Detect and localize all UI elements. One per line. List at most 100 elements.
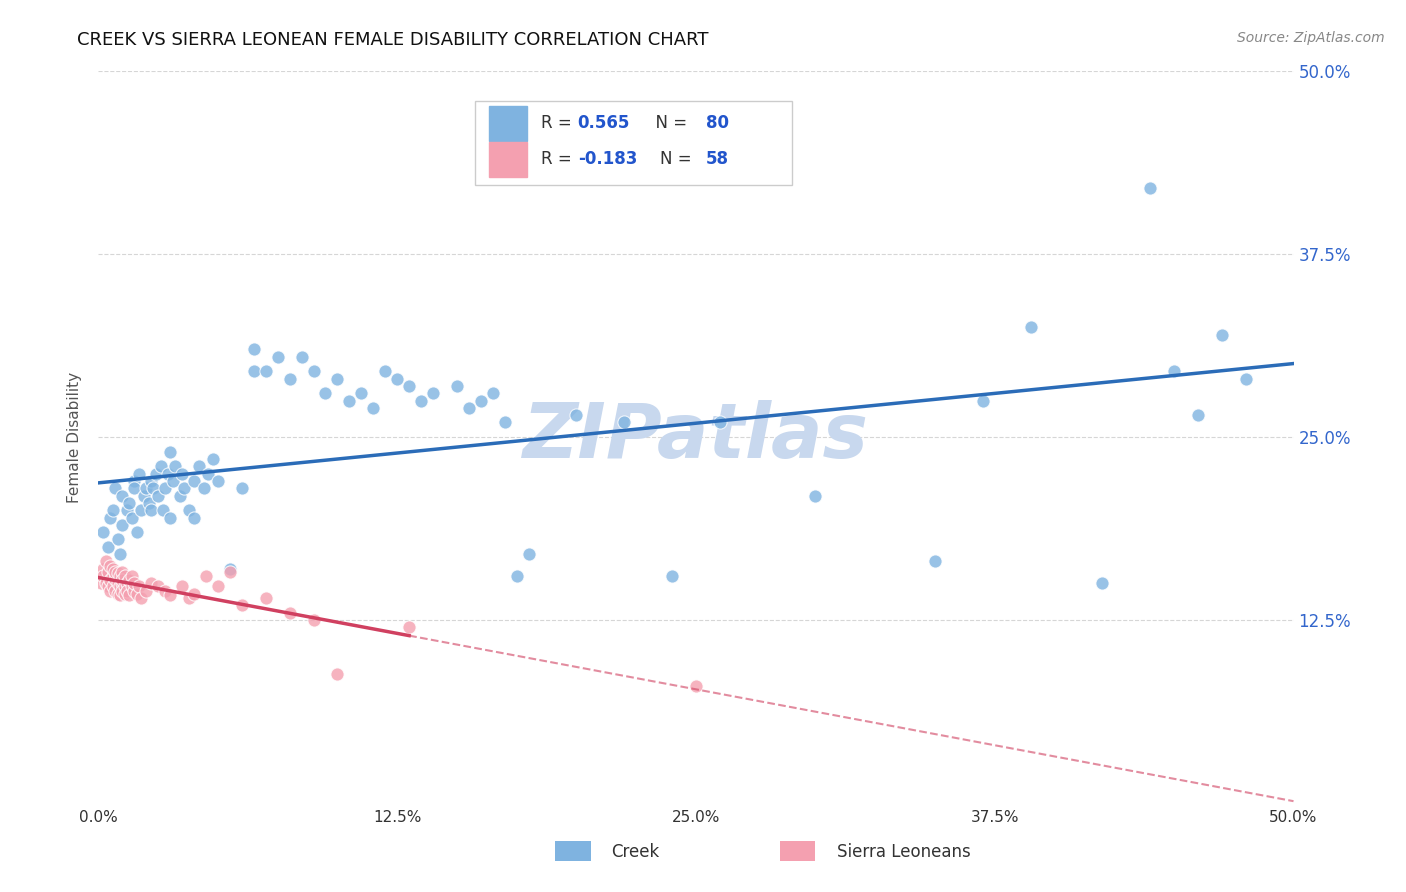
Point [145, 467, 167, 481]
Point [148, 489, 170, 503]
Point [1234, 371, 1257, 385]
Point [118, 574, 141, 588]
Point [661, 569, 683, 583]
Point [97, 565, 120, 579]
Point [121, 569, 143, 583]
Point [108, 547, 131, 561]
Point [278, 606, 301, 620]
Point [243, 364, 266, 378]
Point [422, 386, 444, 401]
Point [470, 393, 492, 408]
Point [326, 667, 349, 681]
Point [374, 364, 396, 378]
Point [179, 503, 201, 517]
Point [108, 569, 131, 583]
Point [267, 350, 290, 364]
Text: ZIPatlas: ZIPatlas [523, 401, 869, 474]
Point [613, 416, 636, 430]
Point [114, 579, 136, 593]
Point [104, 565, 127, 579]
Point [458, 401, 481, 415]
Point [924, 554, 946, 568]
Point [108, 588, 131, 602]
Point [172, 467, 194, 481]
Text: N =: N = [661, 150, 697, 168]
Point [121, 510, 143, 524]
Point [385, 371, 409, 385]
Point [139, 474, 162, 488]
Point [90, 576, 112, 591]
Point [207, 474, 229, 488]
Point [494, 416, 516, 430]
Point [101, 569, 124, 583]
Text: R =: R = [541, 113, 576, 131]
Point [135, 583, 157, 598]
Point [254, 591, 277, 605]
Point [97, 540, 120, 554]
Point [104, 481, 127, 495]
Point [138, 496, 160, 510]
Text: CREEK VS SIERRA LEONEAN FEMALE DISABILITY CORRELATION CHART: CREEK VS SIERRA LEONEAN FEMALE DISABILIT… [77, 31, 709, 49]
Point [173, 481, 195, 495]
Point [148, 579, 170, 593]
Text: 58: 58 [706, 150, 728, 168]
Point [159, 510, 181, 524]
Point [411, 393, 433, 408]
Point [326, 371, 349, 385]
Point [291, 350, 314, 364]
Point [1211, 327, 1233, 342]
Point [101, 579, 124, 593]
Point [107, 586, 129, 600]
Point [149, 459, 172, 474]
Text: Source: ZipAtlas.com: Source: ZipAtlas.com [1237, 31, 1385, 45]
Point [124, 474, 146, 488]
Point [111, 574, 134, 588]
Point [183, 474, 205, 488]
Point [98, 583, 122, 598]
Point [124, 576, 146, 591]
Point [315, 386, 337, 401]
Point [1091, 576, 1114, 591]
Point [107, 566, 129, 581]
Point [1163, 364, 1185, 378]
Point [398, 620, 420, 634]
Point [135, 481, 157, 495]
Point [107, 533, 129, 547]
Point [1139, 181, 1161, 195]
Point [350, 386, 373, 401]
Point [104, 583, 127, 598]
Point [231, 599, 253, 613]
Bar [489, 143, 527, 178]
FancyBboxPatch shape [475, 101, 792, 185]
Point [128, 579, 150, 593]
Point [124, 583, 146, 598]
Point [278, 371, 301, 385]
Point [159, 444, 181, 458]
Point [139, 503, 162, 517]
Point [111, 565, 134, 579]
Point [231, 481, 253, 495]
Point [124, 481, 146, 495]
Point [115, 503, 138, 517]
Point [101, 503, 124, 517]
Point [118, 588, 141, 602]
Point [91, 569, 114, 583]
Point [104, 572, 127, 586]
Point [363, 401, 385, 415]
Point [219, 565, 242, 579]
Point [187, 459, 209, 474]
Point [142, 481, 165, 495]
Point [195, 569, 218, 583]
Point [155, 481, 177, 495]
Point [517, 547, 540, 561]
Point [125, 586, 148, 600]
Point [254, 364, 277, 378]
Text: 0.565: 0.565 [578, 113, 630, 131]
Point [1187, 408, 1209, 422]
Point [481, 386, 505, 401]
Point [685, 679, 707, 693]
Point [202, 452, 225, 467]
Point [219, 562, 242, 576]
Point [163, 459, 186, 474]
Point [155, 583, 177, 598]
